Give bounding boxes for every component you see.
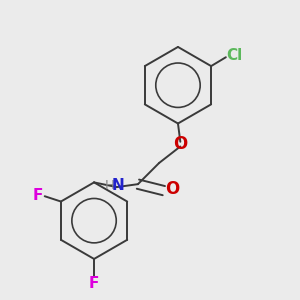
- Text: F: F: [33, 188, 44, 203]
- Text: Cl: Cl: [226, 48, 242, 63]
- Text: H: H: [104, 179, 114, 192]
- Text: O: O: [166, 181, 180, 199]
- Text: O: O: [173, 135, 188, 153]
- Text: N: N: [112, 178, 124, 194]
- Text: F: F: [89, 276, 99, 291]
